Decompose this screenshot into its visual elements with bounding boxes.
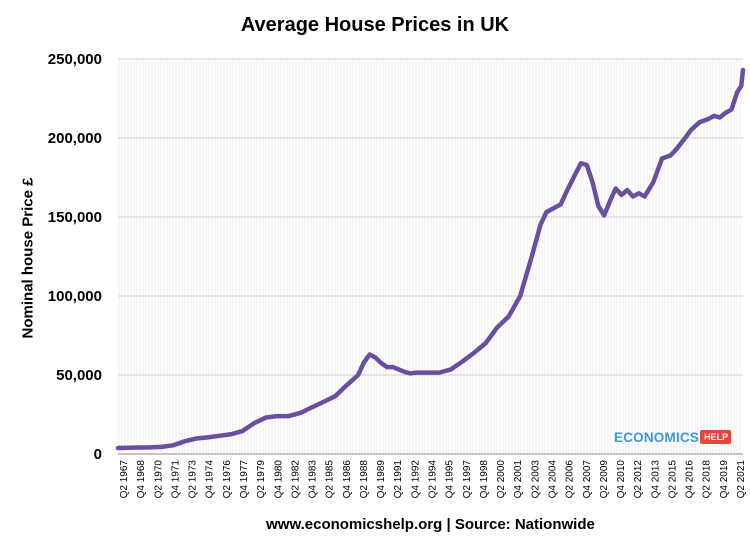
economics-help-logo: ECONOMICS HELP [614, 427, 732, 447]
y-axis-label: Nominal house Price £ [19, 177, 37, 339]
y-tick-label: 100,000 [48, 288, 102, 305]
x-axis-tick-labels: Q2 1967 Q4 1968 Q2 1970 Q4 1971 Q2 1973 Q4 19… [119, 460, 747, 499]
horizontal-gridlines [118, 58, 743, 376]
x-tick-label: Q2 2003 [530, 460, 541, 499]
x-tick-label: Q4 1980 [273, 460, 284, 499]
x-tick-label: Q4 2004 [547, 460, 558, 499]
x-tick-label: Q2 2009 [599, 460, 610, 499]
x-tick-label: Q4 1968 [136, 460, 147, 499]
x-axis-label: www.economicshelp.org | Source: Nationwi… [266, 516, 595, 533]
x-tick-label: Q2 1970 [153, 460, 164, 499]
vertical-hatch-lines [118, 59, 741, 454]
x-tick-label: Q2 2018 [702, 460, 713, 499]
x-tick-label: Q2 2006 [565, 460, 576, 499]
x-tick-label: Q4 2010 [616, 460, 627, 499]
y-tick-label: 200,000 [48, 130, 102, 147]
y-tick-label: 0 [94, 446, 102, 463]
x-tick-label: Q4 2007 [582, 460, 593, 499]
x-tick-label: Q4 1989 [376, 460, 387, 499]
y-tick-label: 250,000 [48, 51, 102, 68]
y-tick-label: 150,000 [48, 209, 102, 226]
x-tick-label: Q2 2000 [496, 460, 507, 499]
x-tick-label: Q4 1983 [308, 460, 319, 499]
logo-tag-icon: HELP [700, 430, 732, 444]
y-axis-tick-labels: 0 50,000 100,000 150,000 200,000 250,000 [48, 51, 102, 463]
x-tick-label: Q2 1982 [290, 460, 301, 499]
x-tick-label: Q2 1976 [222, 460, 233, 499]
x-tick-label: Q2 1991 [393, 460, 404, 499]
x-tick-label: Q2 1994 [428, 460, 439, 499]
x-tick-label: Q4 1971 [170, 460, 181, 499]
chart-title: Average House Prices in UK [240, 14, 510, 36]
y-tick-label: 50,000 [56, 367, 102, 384]
x-tick-label: Q4 2019 [719, 460, 730, 499]
x-tick-label: Q4 1977 [239, 460, 250, 499]
x-tick-label: Q4 2016 [685, 460, 696, 499]
x-tick-label: Q2 2015 [667, 460, 678, 499]
x-tick-label: Q4 1974 [205, 460, 216, 499]
series-line-average-house-price [115, 67, 746, 451]
x-tick-label: Q4 1998 [479, 460, 490, 499]
x-tick-label: Q2 1988 [359, 460, 370, 499]
x-tick-label: Q4 2001 [513, 460, 524, 499]
x-tick-label: Q2 1973 [188, 460, 199, 499]
x-tick-label: Q4 1995 [445, 460, 456, 499]
x-tick-label: Q2 2021 [736, 460, 747, 499]
x-tick-label: Q4 1992 [410, 460, 421, 499]
x-tick-label: Q2 1967 [119, 460, 130, 499]
x-tick-label: Q2 1985 [325, 460, 336, 499]
x-tick-label: Q4 1986 [342, 460, 353, 499]
x-tick-label: Q2 2012 [633, 460, 644, 499]
x-tick-label: Q2 1979 [256, 460, 267, 499]
x-tick-label: Q2 1997 [462, 460, 473, 499]
x-tick-label: Q4 2013 [650, 460, 661, 499]
logo-brand-text: ECONOMICS [614, 429, 700, 445]
